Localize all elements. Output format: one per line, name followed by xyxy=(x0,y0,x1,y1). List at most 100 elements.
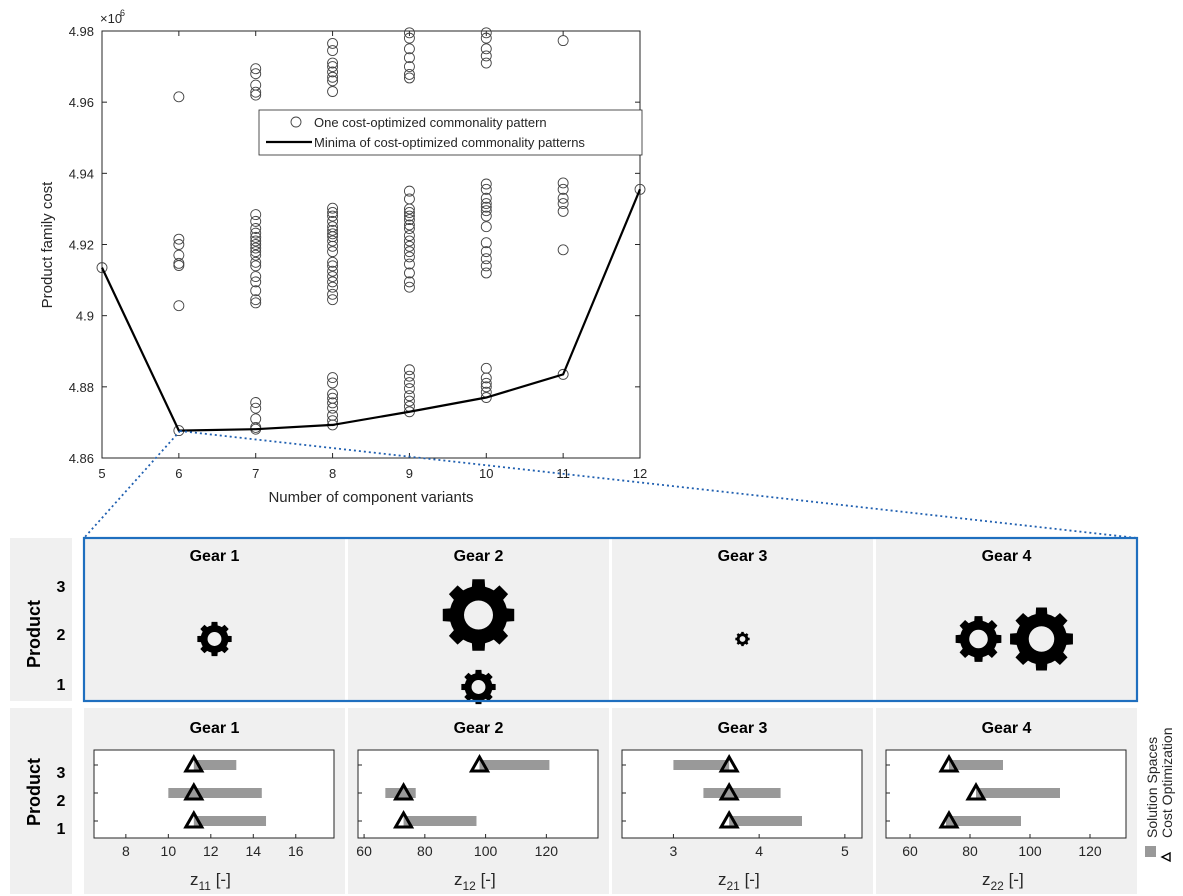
bar-xlabel: z12 [-] xyxy=(454,870,496,893)
scatter-point xyxy=(480,32,492,44)
solution-space-bar xyxy=(168,788,262,798)
scatter-point xyxy=(173,300,185,312)
legend-solution-space-swatch xyxy=(1145,846,1156,857)
bar-x-tick-label: 4 xyxy=(755,843,763,859)
scatter-points xyxy=(96,27,646,437)
scatter-point xyxy=(327,281,339,293)
x-tick-label: 12 xyxy=(633,466,647,481)
scatter-point xyxy=(250,242,262,254)
minima-line xyxy=(101,188,642,432)
cost-optimum-marker xyxy=(965,781,987,801)
legend-solution-spaces-label: Solution Spaces xyxy=(1144,737,1160,838)
solution-space-bar xyxy=(703,788,781,798)
bar-x-tick-label: 14 xyxy=(246,843,262,859)
scatter-point xyxy=(403,246,415,258)
scatter-point xyxy=(480,210,492,222)
scatter-point xyxy=(327,377,339,389)
scatter-point xyxy=(403,214,415,226)
scatter-point xyxy=(327,75,339,87)
gear-icon xyxy=(955,616,1002,662)
scatter-point xyxy=(327,61,339,73)
x-tick-label: 7 xyxy=(252,466,259,481)
bar-panel-title: Gear 4 xyxy=(982,720,1032,737)
gear-panel-title: Gear 1 xyxy=(190,548,240,565)
y-exponent-power: 6 xyxy=(120,8,125,18)
cost-optimum-marker xyxy=(938,809,960,829)
solution-space-bar xyxy=(193,816,267,826)
x-tick-label: 6 xyxy=(175,466,182,481)
scatter-point xyxy=(480,253,492,265)
scatter-point xyxy=(250,227,262,239)
solution-space-bar xyxy=(949,760,1003,770)
solution-space-bar xyxy=(946,816,1021,826)
scatter-point xyxy=(250,256,262,268)
scatter-point xyxy=(480,267,492,279)
scatter-point xyxy=(403,230,415,242)
scatter-ylabel: Product family cost xyxy=(39,181,56,309)
scatter-point xyxy=(250,294,262,306)
scatter-point xyxy=(634,183,646,195)
scatter-point xyxy=(327,71,339,83)
scatter-point xyxy=(480,57,492,69)
scatter-point xyxy=(327,228,339,240)
scatter-point xyxy=(403,193,415,205)
scatter-point xyxy=(480,50,492,62)
bar-x-tick-label: 100 xyxy=(1018,843,1042,859)
y-tick-label: 4.94 xyxy=(69,166,94,181)
scatter-point xyxy=(480,178,492,190)
gear-highlight-border xyxy=(82,536,1139,703)
scatter-point xyxy=(403,61,415,73)
scatter-point xyxy=(173,91,185,103)
bar-x-tick-label: 120 xyxy=(1078,843,1102,859)
x-tick-label: 9 xyxy=(406,466,413,481)
scatter-point xyxy=(327,235,339,247)
scatter-point xyxy=(480,381,492,393)
legend-box xyxy=(258,109,643,156)
gear-product-label-1: 1 xyxy=(57,677,66,694)
scatter-point xyxy=(173,239,185,250)
scatter-point xyxy=(403,72,415,84)
gear-matrix-section: Product 3 2 1 Gear 1 Gear 2 Gear 3 Gear 4 xyxy=(10,536,1139,705)
scatter-point xyxy=(403,210,415,222)
solution-space-bar xyxy=(403,816,477,826)
scatter-point xyxy=(327,276,339,288)
y-tick-label: 4.88 xyxy=(69,380,94,395)
y-tick-label: 4.98 xyxy=(69,24,94,39)
scatter-point xyxy=(403,207,415,218)
scatter-point xyxy=(250,397,262,408)
scatter-point xyxy=(480,201,492,213)
bar-x-tick-label: 120 xyxy=(535,843,559,859)
scatter-point xyxy=(327,388,339,400)
legend-line-label: Minima of cost-optimized commonality pat… xyxy=(314,135,585,150)
scatter-point xyxy=(250,79,262,91)
scatter-point xyxy=(480,205,492,217)
gear-panel-title: Gear 2 xyxy=(454,548,504,565)
scatter-axes-box xyxy=(101,30,641,459)
scatter-point xyxy=(403,52,415,64)
scatter-point xyxy=(403,185,415,197)
cost-optimum-marker xyxy=(718,809,740,829)
scatter-point xyxy=(327,246,339,258)
scatter-point xyxy=(250,223,262,234)
legend-circle-marker xyxy=(290,116,302,128)
cost-optimum-marker xyxy=(718,753,740,773)
scatter-point xyxy=(403,377,415,389)
scatter-point xyxy=(403,27,415,39)
scatter-point xyxy=(327,66,339,78)
scatter-point xyxy=(327,260,339,272)
scatter-point xyxy=(250,68,262,80)
gear-icon xyxy=(197,621,232,657)
bar-x-tick-label: 60 xyxy=(356,843,372,859)
bar-x-tick-label: 12 xyxy=(203,843,219,859)
scatter-point xyxy=(403,240,415,252)
gear-product-label-3: 3 xyxy=(57,579,66,596)
scatter-point xyxy=(480,377,492,389)
scatter-point xyxy=(327,294,339,306)
scatter-point xyxy=(327,202,339,214)
legend-cost-optimization-marker xyxy=(1160,851,1171,863)
scatter-point xyxy=(327,288,339,300)
solution-space-bar xyxy=(729,816,802,826)
bar-row-title: Product xyxy=(24,758,44,826)
scatter-point xyxy=(403,223,415,234)
